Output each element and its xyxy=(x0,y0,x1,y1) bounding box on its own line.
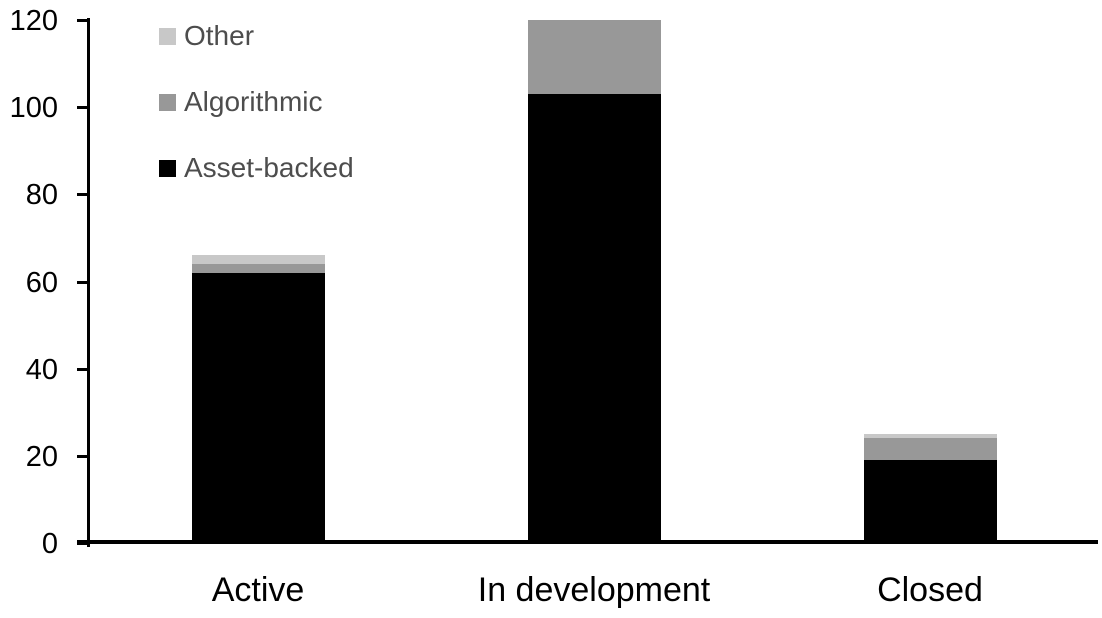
bar-segment-asset-backed xyxy=(191,272,325,543)
y-tick-label: 20 xyxy=(25,440,58,473)
y-tick-label: 80 xyxy=(25,179,58,212)
y-axis-tick xyxy=(77,19,90,22)
y-axis-tick xyxy=(77,454,90,458)
bar-segment-algorithmic xyxy=(527,20,661,95)
y-axis-tick xyxy=(77,280,90,284)
y-axis-tick xyxy=(77,542,90,545)
x-category-label-closed: Closed xyxy=(877,571,983,609)
x-category-label-active: Active xyxy=(211,571,305,609)
y-axis-tick xyxy=(77,367,90,371)
bar-segment-algorithmic xyxy=(863,438,997,461)
bar-segment-asset-backed xyxy=(527,94,661,543)
y-tick-label: 120 xyxy=(9,5,58,37)
x-category-label-in-development: In development xyxy=(477,571,711,609)
bar-segment-asset-backed xyxy=(863,460,997,543)
y-tick-label: 60 xyxy=(25,266,58,299)
y-tick-label: 100 xyxy=(9,92,58,125)
y-tick-label: 0 xyxy=(41,528,58,560)
y-axis-tick xyxy=(77,193,90,197)
y-tick-label: 40 xyxy=(25,353,58,386)
bar-segment-algorithmic xyxy=(191,264,325,273)
bar-segment-other xyxy=(863,434,997,439)
bar-segment-other xyxy=(191,255,325,265)
y-axis-tick xyxy=(77,106,90,110)
